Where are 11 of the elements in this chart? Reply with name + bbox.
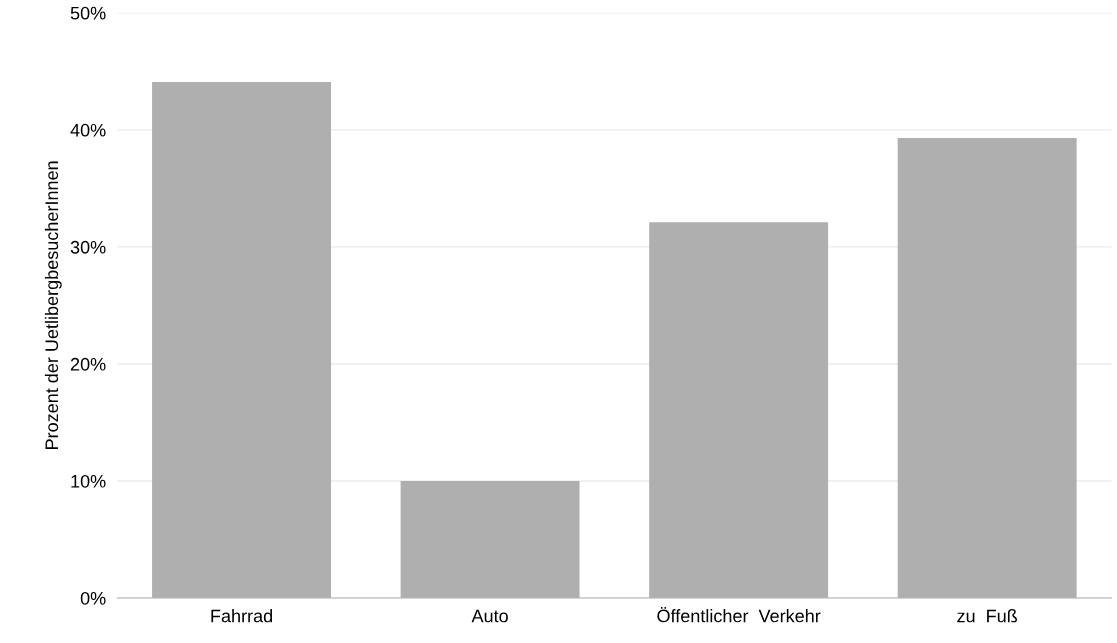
y-tick-label: 10%	[71, 474, 106, 488]
y-tick-label: 50%	[70, 6, 106, 20]
x-tick-label: Öffentlicher Verkehr	[657, 607, 821, 623]
x-tick-label: Auto	[471, 609, 508, 623]
y-tick-label: 40%	[70, 123, 106, 137]
x-tick-label: Fahrrad	[211, 609, 272, 623]
y-tick-label: 20%	[70, 357, 106, 371]
y-tick-label: 0%	[80, 591, 106, 605]
x-tick-label: zu Fuß	[957, 609, 1018, 623]
y-tick-label: 30%	[70, 240, 106, 254]
y-axis-title: Prozent der UetlibergbesucherInnen	[44, 161, 62, 449]
